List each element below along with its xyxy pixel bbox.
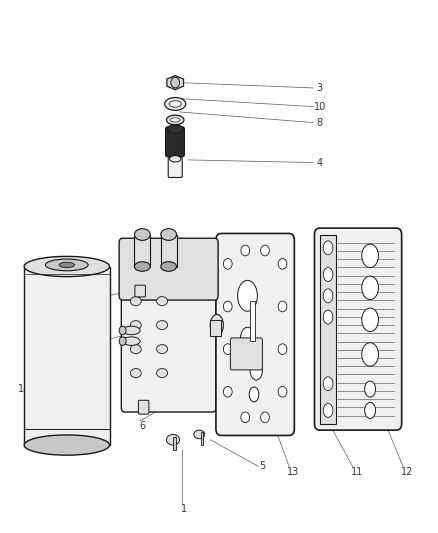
Text: 6: 6 <box>139 422 145 431</box>
Circle shape <box>119 337 126 345</box>
Ellipse shape <box>362 244 378 268</box>
Ellipse shape <box>323 289 333 303</box>
Ellipse shape <box>362 308 378 332</box>
Ellipse shape <box>170 156 181 162</box>
Ellipse shape <box>165 98 186 110</box>
Ellipse shape <box>364 381 376 397</box>
Ellipse shape <box>170 118 180 122</box>
Bar <box>201 432 203 445</box>
Ellipse shape <box>123 326 140 335</box>
FancyBboxPatch shape <box>166 127 184 157</box>
Circle shape <box>223 301 232 312</box>
Bar <box>161 235 177 266</box>
Ellipse shape <box>157 296 167 306</box>
Ellipse shape <box>166 434 180 445</box>
Ellipse shape <box>131 296 141 306</box>
Ellipse shape <box>323 310 333 324</box>
Text: 7: 7 <box>102 334 108 343</box>
Text: 14: 14 <box>18 384 30 394</box>
Ellipse shape <box>24 435 110 455</box>
Ellipse shape <box>362 276 378 300</box>
Circle shape <box>223 386 232 397</box>
Ellipse shape <box>157 345 167 354</box>
Ellipse shape <box>323 268 333 281</box>
Ellipse shape <box>168 125 183 133</box>
Ellipse shape <box>157 321 167 329</box>
Ellipse shape <box>24 256 110 277</box>
Ellipse shape <box>210 314 223 336</box>
Ellipse shape <box>131 345 141 354</box>
Ellipse shape <box>161 229 177 240</box>
Bar <box>173 437 176 450</box>
FancyBboxPatch shape <box>121 241 216 412</box>
Ellipse shape <box>323 377 333 391</box>
Bar <box>210 320 221 336</box>
Ellipse shape <box>362 343 378 366</box>
Ellipse shape <box>364 402 376 418</box>
Ellipse shape <box>323 403 333 417</box>
Ellipse shape <box>134 262 150 271</box>
Circle shape <box>278 386 287 397</box>
Ellipse shape <box>46 259 88 271</box>
Ellipse shape <box>161 262 177 271</box>
Bar <box>250 301 255 341</box>
Circle shape <box>223 344 232 354</box>
FancyBboxPatch shape <box>138 400 149 414</box>
Circle shape <box>261 412 269 423</box>
Circle shape <box>241 245 250 256</box>
Ellipse shape <box>240 327 254 350</box>
Circle shape <box>171 77 180 88</box>
Text: 13: 13 <box>287 467 300 477</box>
Ellipse shape <box>323 241 333 255</box>
Text: 3: 3 <box>317 83 323 93</box>
Circle shape <box>119 326 126 335</box>
Text: 11: 11 <box>351 467 363 477</box>
FancyBboxPatch shape <box>119 238 218 300</box>
Circle shape <box>278 301 287 312</box>
Circle shape <box>223 259 232 269</box>
Bar <box>134 235 150 266</box>
Bar <box>320 235 336 424</box>
Ellipse shape <box>134 229 150 240</box>
FancyBboxPatch shape <box>216 233 294 435</box>
Ellipse shape <box>169 101 181 107</box>
Text: 1: 1 <box>181 504 187 514</box>
FancyBboxPatch shape <box>314 228 402 430</box>
Ellipse shape <box>250 361 262 380</box>
FancyBboxPatch shape <box>168 157 182 177</box>
Text: 12: 12 <box>401 467 413 477</box>
Bar <box>24 266 110 445</box>
Ellipse shape <box>131 369 141 377</box>
Ellipse shape <box>157 369 167 377</box>
Circle shape <box>261 245 269 256</box>
Polygon shape <box>167 76 184 90</box>
Text: 10: 10 <box>314 102 326 111</box>
Ellipse shape <box>166 115 184 125</box>
Text: 4: 4 <box>317 158 323 167</box>
Ellipse shape <box>123 337 140 345</box>
Ellipse shape <box>249 387 259 402</box>
FancyBboxPatch shape <box>135 285 145 297</box>
Circle shape <box>278 259 287 269</box>
Circle shape <box>241 412 250 423</box>
FancyBboxPatch shape <box>230 338 262 370</box>
Text: 5: 5 <box>260 462 266 471</box>
Text: 8: 8 <box>317 118 323 127</box>
Text: 2: 2 <box>65 296 71 306</box>
Ellipse shape <box>59 262 74 268</box>
Ellipse shape <box>131 321 141 329</box>
Ellipse shape <box>237 280 257 311</box>
Circle shape <box>278 344 287 354</box>
Text: 9: 9 <box>244 334 251 343</box>
Ellipse shape <box>194 430 205 439</box>
